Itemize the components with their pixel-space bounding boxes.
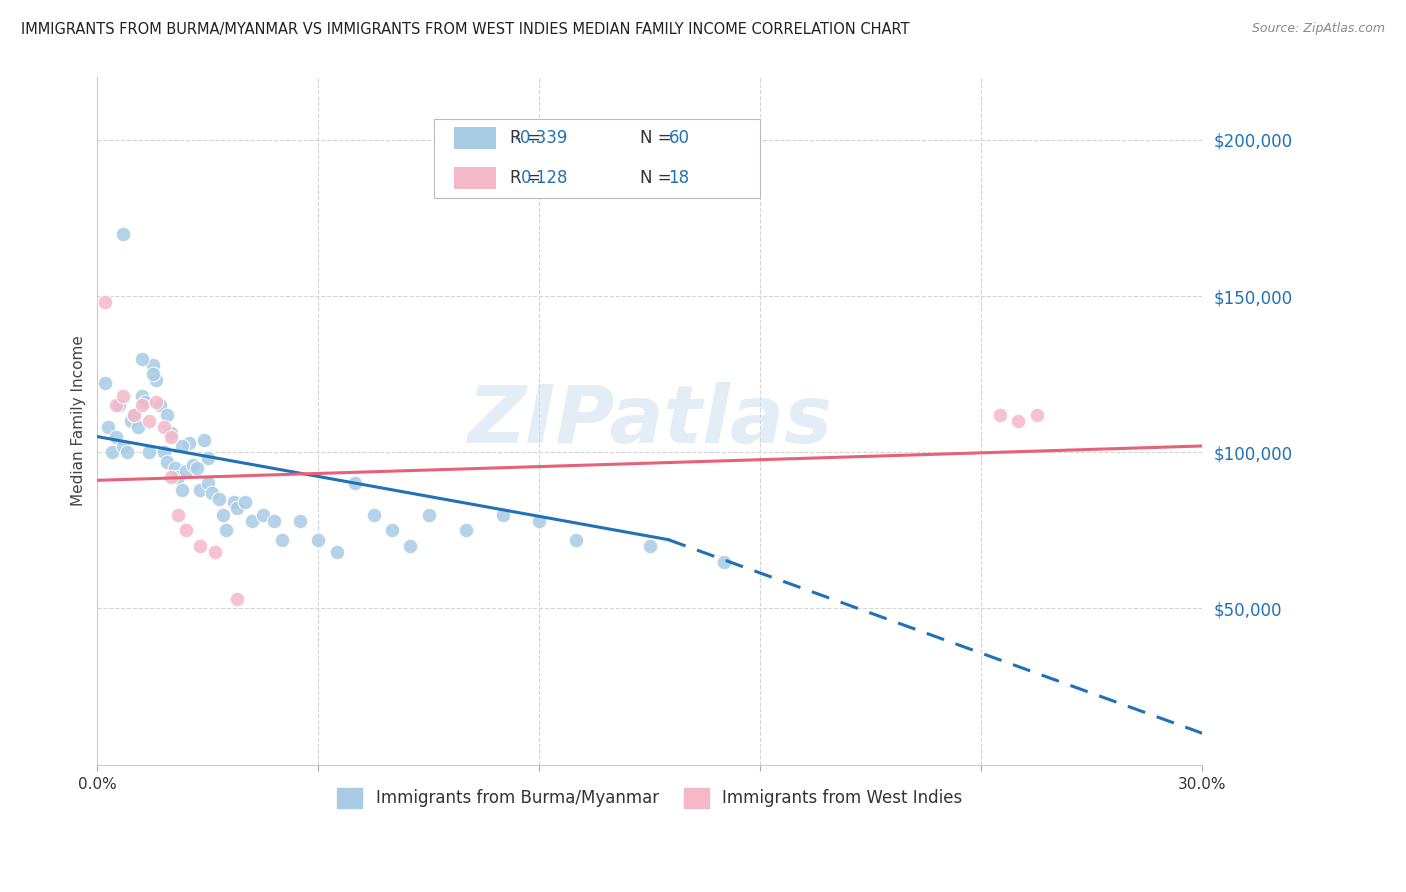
- Point: [134, 395, 156, 409]
- Point: [288, 514, 311, 528]
- Point: [197, 476, 219, 491]
- Point: [179, 435, 201, 450]
- Point: [174, 464, 197, 478]
- Point: [454, 523, 477, 537]
- Point: [93, 376, 115, 391]
- Point: [211, 508, 233, 522]
- Point: [138, 414, 160, 428]
- Point: [112, 227, 135, 241]
- Bar: [454, 167, 496, 189]
- Point: [233, 495, 256, 509]
- Y-axis label: Median Family Income: Median Family Income: [72, 335, 86, 507]
- FancyBboxPatch shape: [434, 119, 761, 198]
- Point: [101, 445, 124, 459]
- Text: 0.128: 0.128: [520, 169, 568, 187]
- Point: [226, 501, 249, 516]
- Point: [1025, 408, 1047, 422]
- Point: [152, 445, 174, 459]
- Point: [399, 539, 422, 553]
- Point: [344, 476, 367, 491]
- Point: [270, 533, 292, 547]
- Point: [638, 539, 661, 553]
- Legend: Immigrants from Burma/Myanmar, Immigrants from West Indies: Immigrants from Burma/Myanmar, Immigrant…: [330, 780, 969, 814]
- Point: [326, 545, 349, 559]
- Point: [167, 470, 190, 484]
- Point: [197, 451, 219, 466]
- Point: [138, 445, 160, 459]
- Text: ZIPatlas: ZIPatlas: [467, 382, 832, 460]
- Point: [145, 373, 167, 387]
- Point: [363, 508, 385, 522]
- Point: [988, 408, 1011, 422]
- Point: [491, 508, 513, 522]
- Point: [131, 351, 153, 366]
- Point: [565, 533, 588, 547]
- Point: [167, 508, 190, 522]
- Point: [160, 470, 183, 484]
- Point: [529, 514, 551, 528]
- Text: 18: 18: [668, 169, 689, 187]
- Point: [120, 414, 142, 428]
- Text: N =: N =: [640, 129, 672, 147]
- Point: [252, 508, 274, 522]
- Point: [215, 523, 238, 537]
- Point: [115, 445, 138, 459]
- Point: [204, 545, 226, 559]
- Text: N =: N =: [640, 169, 672, 187]
- Point: [208, 491, 231, 506]
- Point: [190, 539, 212, 553]
- Point: [145, 395, 167, 409]
- Point: [307, 533, 329, 547]
- Point: [122, 408, 145, 422]
- Point: [156, 454, 179, 468]
- Text: -0.339: -0.339: [515, 129, 568, 147]
- Point: [104, 429, 127, 443]
- Point: [104, 398, 127, 412]
- Point: [381, 523, 404, 537]
- Point: [93, 295, 115, 310]
- Point: [112, 439, 135, 453]
- Point: [152, 420, 174, 434]
- Point: [240, 514, 263, 528]
- Point: [127, 420, 149, 434]
- Point: [122, 408, 145, 422]
- Point: [170, 439, 193, 453]
- Point: [131, 398, 153, 412]
- Point: [181, 458, 204, 472]
- Text: IMMIGRANTS FROM BURMA/MYANMAR VS IMMIGRANTS FROM WEST INDIES MEDIAN FAMILY INCOM: IMMIGRANTS FROM BURMA/MYANMAR VS IMMIGRA…: [21, 22, 910, 37]
- Point: [160, 429, 183, 443]
- Point: [142, 358, 165, 372]
- Text: 60: 60: [669, 129, 689, 147]
- Point: [163, 460, 186, 475]
- Point: [170, 483, 193, 497]
- Point: [108, 398, 131, 412]
- Point: [149, 398, 172, 412]
- Point: [156, 408, 179, 422]
- Text: Source: ZipAtlas.com: Source: ZipAtlas.com: [1251, 22, 1385, 36]
- Point: [190, 483, 212, 497]
- Point: [97, 420, 120, 434]
- Point: [186, 460, 208, 475]
- Bar: [454, 128, 496, 150]
- Text: R =: R =: [509, 169, 540, 187]
- Point: [193, 433, 215, 447]
- Point: [226, 592, 249, 607]
- Point: [418, 508, 440, 522]
- Point: [713, 554, 735, 568]
- Point: [222, 495, 245, 509]
- Point: [131, 389, 153, 403]
- Point: [1007, 414, 1029, 428]
- Point: [174, 523, 197, 537]
- Text: R =: R =: [509, 129, 540, 147]
- Point: [112, 389, 135, 403]
- Point: [160, 426, 183, 441]
- Point: [263, 514, 285, 528]
- Point: [200, 485, 222, 500]
- Point: [142, 367, 165, 381]
